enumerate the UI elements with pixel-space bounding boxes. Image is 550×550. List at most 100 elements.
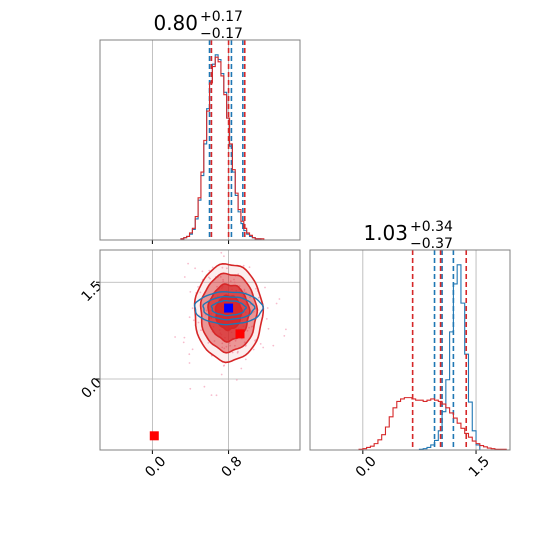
sample-point	[208, 276, 210, 279]
sample-point	[267, 327, 270, 330]
sample-point	[215, 394, 218, 397]
panel-title: 1.03 +0.34−0.37	[363, 219, 453, 252]
sample-point	[221, 346, 224, 349]
sample-point	[220, 251, 223, 254]
sample-point	[233, 281, 236, 284]
sample-point	[191, 348, 194, 351]
sample-point	[221, 342, 224, 345]
sample-point	[187, 262, 190, 265]
sample-point	[183, 336, 186, 339]
sample-point	[203, 385, 206, 388]
sample-point	[200, 329, 202, 332]
sample-point	[272, 344, 275, 347]
sample-point	[189, 291, 192, 293]
truth-marker	[224, 303, 234, 313]
panel-title: 0.80 +0.17−0.17	[153, 9, 242, 42]
sample-point	[246, 329, 249, 332]
sample-point	[264, 286, 266, 289]
sample-point	[262, 346, 265, 349]
title-value: 1.03	[363, 221, 408, 245]
sample-point	[234, 339, 237, 342]
sample-point	[244, 358, 247, 361]
x-tick-label: 0.8	[218, 454, 245, 481]
sample-point	[216, 285, 219, 288]
x-tick-label: 0.0	[353, 454, 380, 481]
sample-point	[233, 278, 235, 281]
histogram-series-2	[310, 397, 510, 450]
title-lower-error: −0.37	[410, 236, 453, 252]
sample-point	[234, 344, 236, 347]
sample-point	[285, 328, 287, 331]
sample-point	[188, 362, 191, 364]
sample-point	[240, 367, 243, 370]
sample-point	[257, 296, 260, 299]
sample-point	[197, 286, 200, 288]
sample-point	[243, 288, 246, 291]
sample-point	[226, 267, 228, 270]
sample-point	[235, 379, 238, 381]
sample-point	[229, 280, 232, 283]
sample-point	[243, 290, 246, 292]
joint-panel: 0.0 0.80.01.5	[78, 250, 300, 481]
sample-point	[210, 394, 213, 396]
sample-point	[242, 264, 245, 267]
sample-point	[255, 287, 257, 290]
title-upper-error: +0.34	[410, 219, 453, 235]
sample-point	[223, 364, 226, 367]
sample-point	[201, 270, 204, 273]
title-value: 0.80	[153, 11, 198, 35]
sample-point	[225, 345, 228, 348]
sample-point	[222, 278, 225, 281]
sample-point	[223, 255, 225, 258]
sample-point	[188, 316, 191, 319]
sample-point	[208, 269, 211, 272]
sample-point	[191, 307, 194, 310]
sample-point	[192, 319, 195, 322]
sample-point	[236, 351, 239, 354]
x-tick-label: 0.0	[142, 454, 169, 481]
sample-point	[249, 296, 251, 299]
sample-point	[252, 348, 255, 351]
x-tick-label: 1.5	[466, 454, 493, 481]
sample-point	[174, 336, 177, 338]
sample-point	[222, 280, 225, 283]
histogram-series-2	[100, 56, 300, 240]
contour-series-2-level-3	[210, 299, 247, 317]
sample-point	[265, 318, 268, 320]
sample-point	[275, 302, 278, 305]
truth-marker	[149, 431, 159, 441]
sample-point	[213, 340, 216, 342]
marginal-panel-1-frame	[99, 39, 301, 241]
sample-point	[283, 335, 286, 337]
sample-point	[199, 291, 202, 294]
sample-point	[259, 343, 262, 345]
title-lower-error: −0.17	[200, 26, 243, 42]
sample-point	[243, 341, 246, 344]
sample-point	[209, 277, 211, 280]
sample-point	[221, 266, 224, 269]
sample-point	[223, 347, 226, 350]
sample-point	[237, 273, 240, 275]
sample-point	[183, 276, 186, 278]
sample-point	[248, 266, 251, 269]
marginal-panel-2-frame	[309, 249, 511, 451]
sample-point	[248, 326, 251, 329]
contour-series-2-level-1	[193, 291, 264, 326]
sample-point	[205, 309, 208, 312]
truth-marker	[235, 329, 245, 339]
sample-point	[182, 341, 185, 344]
sample-point	[197, 321, 200, 324]
marginal-panel-1: 0.80 +0.17−0.17	[100, 9, 300, 244]
histogram-series-1	[310, 264, 510, 450]
joint-frame	[99, 249, 301, 451]
sample-point	[188, 353, 191, 356]
sample-point	[220, 373, 223, 376]
sample-point	[228, 342, 231, 344]
title-upper-error: +0.17	[200, 9, 243, 25]
sample-point	[189, 387, 192, 390]
sample-point	[229, 344, 232, 347]
sample-point	[219, 276, 222, 278]
sample-point	[266, 307, 269, 309]
sample-point	[252, 310, 255, 313]
